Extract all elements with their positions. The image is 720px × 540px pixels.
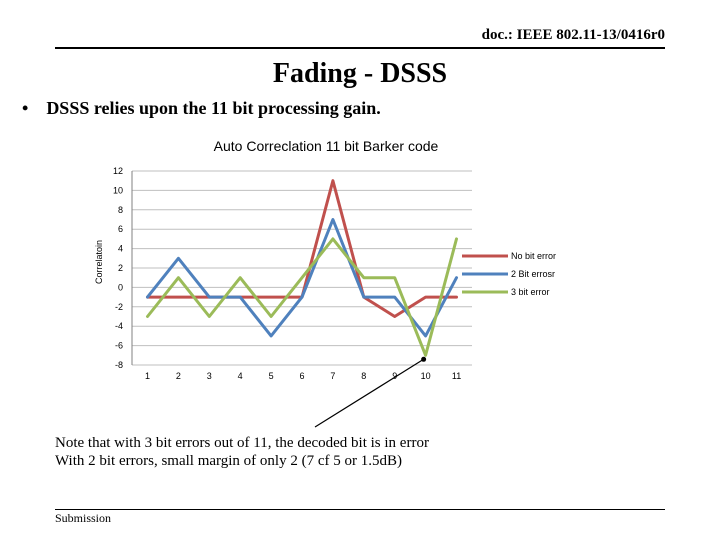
y-tick-label: 6 xyxy=(118,224,123,234)
legend-label-2: 2 Bit errosr xyxy=(511,269,555,279)
y-tick-label: -8 xyxy=(115,360,123,370)
y-tick-label: -4 xyxy=(115,321,123,331)
series-line-2 xyxy=(146,218,458,338)
x-tick-label: 9 xyxy=(392,371,397,381)
note-line-1: Note that with 3 bit errors out of 11, t… xyxy=(55,435,429,451)
footer-label: Submission xyxy=(55,511,112,525)
y-tick-label: 2 xyxy=(118,263,123,273)
annotation-arrow-line xyxy=(314,358,424,428)
bullet-symbol: • xyxy=(22,98,29,118)
x-tick-label: 8 xyxy=(361,371,366,381)
y-tick-label: 10 xyxy=(113,185,123,195)
y-tick-label: -6 xyxy=(115,341,123,351)
bullet-text: DSSS relies upon the 11 bit processing g… xyxy=(46,98,381,118)
legend-label-3: 3 bit error xyxy=(511,287,550,297)
header-divider xyxy=(55,47,665,49)
chart-title: Auto Correclation 11 bit Barker code xyxy=(214,138,439,154)
x-tick-label: 10 xyxy=(421,371,431,381)
x-tick-label: 1 xyxy=(145,371,150,381)
footer-divider xyxy=(55,509,665,510)
x-tick-label: 11 xyxy=(452,371,461,381)
bullet-item: • DSSS relies upon the 11 bit processing… xyxy=(22,98,381,119)
x-tick-label: 2 xyxy=(176,371,181,381)
note-block: Note that with 3 bit errors out of 11, t… xyxy=(55,434,429,470)
y-tick-label: -2 xyxy=(115,302,123,312)
y-tick-label: 4 xyxy=(118,244,123,254)
note-line-2: With 2 bit errors, small margin of only … xyxy=(55,453,402,469)
slide-title: Fading - DSSS xyxy=(272,58,448,89)
y-axis-label: Correlatoin xyxy=(94,240,104,284)
x-tick-label: 3 xyxy=(207,371,212,381)
x-tick-label: 5 xyxy=(269,371,274,381)
x-tick-label: 6 xyxy=(299,371,304,381)
x-tick-label: 7 xyxy=(330,371,335,381)
y-tick-label: 0 xyxy=(118,282,123,292)
x-tick-label: 4 xyxy=(238,371,243,381)
y-tick-label: 12 xyxy=(113,166,123,176)
document-id: doc.: IEEE 802.11-13/0416r0 xyxy=(481,27,665,43)
annotation-arrow-head xyxy=(421,356,427,362)
y-tick-label: 8 xyxy=(118,205,123,215)
series-line-3 xyxy=(146,237,458,357)
legend-label-1: No bit error xyxy=(511,251,556,261)
